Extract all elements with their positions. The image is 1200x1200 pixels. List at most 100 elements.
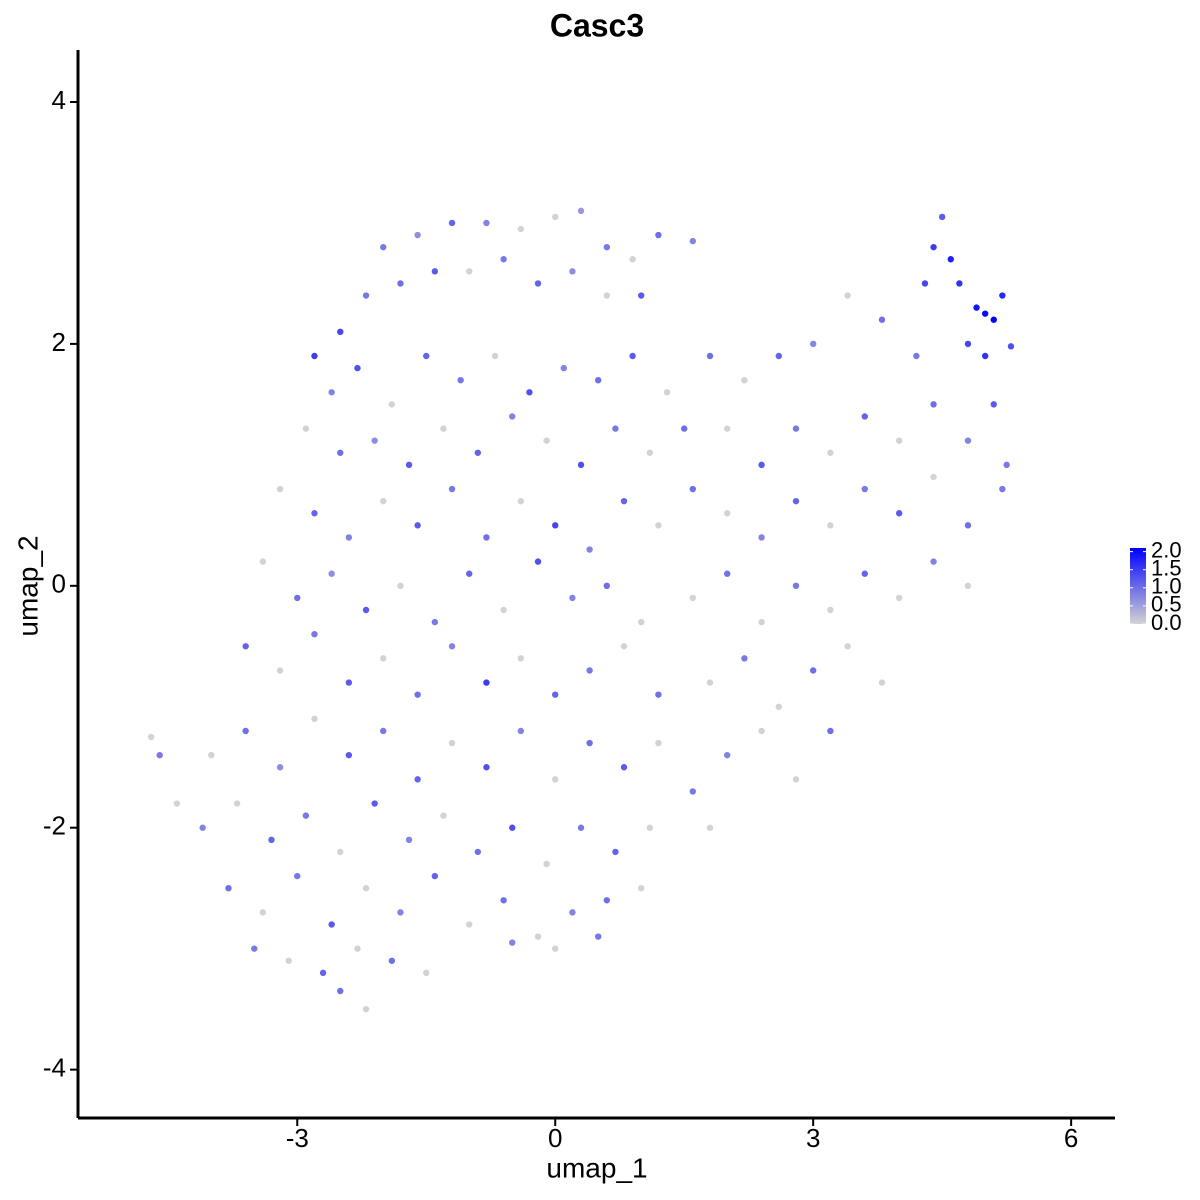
point (655, 691, 662, 698)
point (758, 727, 765, 735)
point (448, 739, 456, 747)
point (646, 449, 654, 456)
point (397, 909, 404, 916)
point (517, 497, 525, 505)
point (552, 776, 559, 783)
point (809, 340, 817, 348)
point (861, 413, 868, 420)
point (276, 764, 284, 771)
point (629, 352, 636, 360)
point (586, 739, 593, 747)
colorbar (1130, 548, 1146, 624)
x-axis-label: umap_1 (546, 1152, 647, 1183)
colorbar-label: 1.5 (1151, 556, 1182, 581)
point (354, 945, 361, 952)
colorbar-label: 0.0 (1151, 610, 1182, 635)
point (723, 751, 731, 759)
point (947, 256, 954, 263)
point (689, 788, 697, 795)
point (483, 219, 490, 227)
point (397, 280, 404, 287)
point (689, 485, 697, 493)
point (337, 987, 344, 995)
point (595, 376, 602, 384)
point (294, 872, 301, 880)
point (827, 522, 834, 529)
point (844, 643, 851, 650)
point (930, 558, 937, 565)
y-tick-label: -4 (43, 1052, 66, 1082)
point (509, 824, 516, 831)
point (397, 582, 404, 590)
point (844, 292, 851, 299)
point (276, 667, 284, 674)
point (440, 425, 447, 432)
point (586, 667, 593, 674)
x-tick-label: -3 (286, 1123, 309, 1153)
y-tick-label: -2 (43, 811, 66, 841)
point (552, 522, 559, 529)
point (405, 461, 413, 469)
point (268, 836, 275, 844)
colorbar-label: 0.5 (1151, 592, 1182, 617)
point (964, 522, 972, 529)
point (414, 522, 421, 529)
point (620, 643, 628, 650)
point (586, 546, 593, 553)
point (440, 812, 447, 819)
point (577, 824, 585, 831)
point (552, 945, 559, 952)
point (500, 256, 507, 263)
point (689, 594, 697, 602)
point (448, 643, 456, 650)
point (362, 606, 370, 614)
point (706, 679, 714, 686)
colorbar-label: 1.0 (1151, 574, 1182, 599)
point (225, 884, 232, 892)
point (147, 733, 155, 741)
point (552, 213, 559, 221)
point (758, 461, 765, 469)
point (509, 939, 516, 946)
point (921, 280, 929, 287)
point (534, 933, 542, 940)
point (569, 909, 576, 916)
point (723, 570, 731, 577)
point (311, 715, 318, 723)
point (345, 751, 353, 759)
point (534, 558, 542, 565)
point (973, 304, 980, 311)
point (878, 316, 886, 323)
point (964, 582, 972, 590)
point (792, 497, 800, 505)
point (706, 824, 714, 831)
point (543, 860, 550, 868)
point (981, 352, 989, 360)
point (552, 691, 559, 698)
point (199, 824, 206, 831)
point (173, 800, 181, 807)
point (337, 328, 344, 336)
point (259, 558, 267, 565)
point (938, 213, 946, 221)
point (362, 292, 370, 299)
point (543, 437, 550, 444)
point (362, 1005, 370, 1013)
point (500, 606, 507, 614)
point (895, 437, 903, 444)
point (792, 582, 800, 590)
point (517, 655, 525, 662)
y-axis-label: umap_2 (12, 535, 43, 636)
point (337, 449, 344, 456)
point (517, 225, 525, 233)
point (431, 268, 439, 275)
point (294, 594, 301, 602)
colorbar-label: 2.0 (1151, 537, 1182, 562)
point (560, 364, 568, 372)
point (276, 485, 284, 493)
point (577, 207, 585, 215)
point (603, 582, 611, 590)
point (878, 679, 886, 686)
point (302, 812, 310, 819)
